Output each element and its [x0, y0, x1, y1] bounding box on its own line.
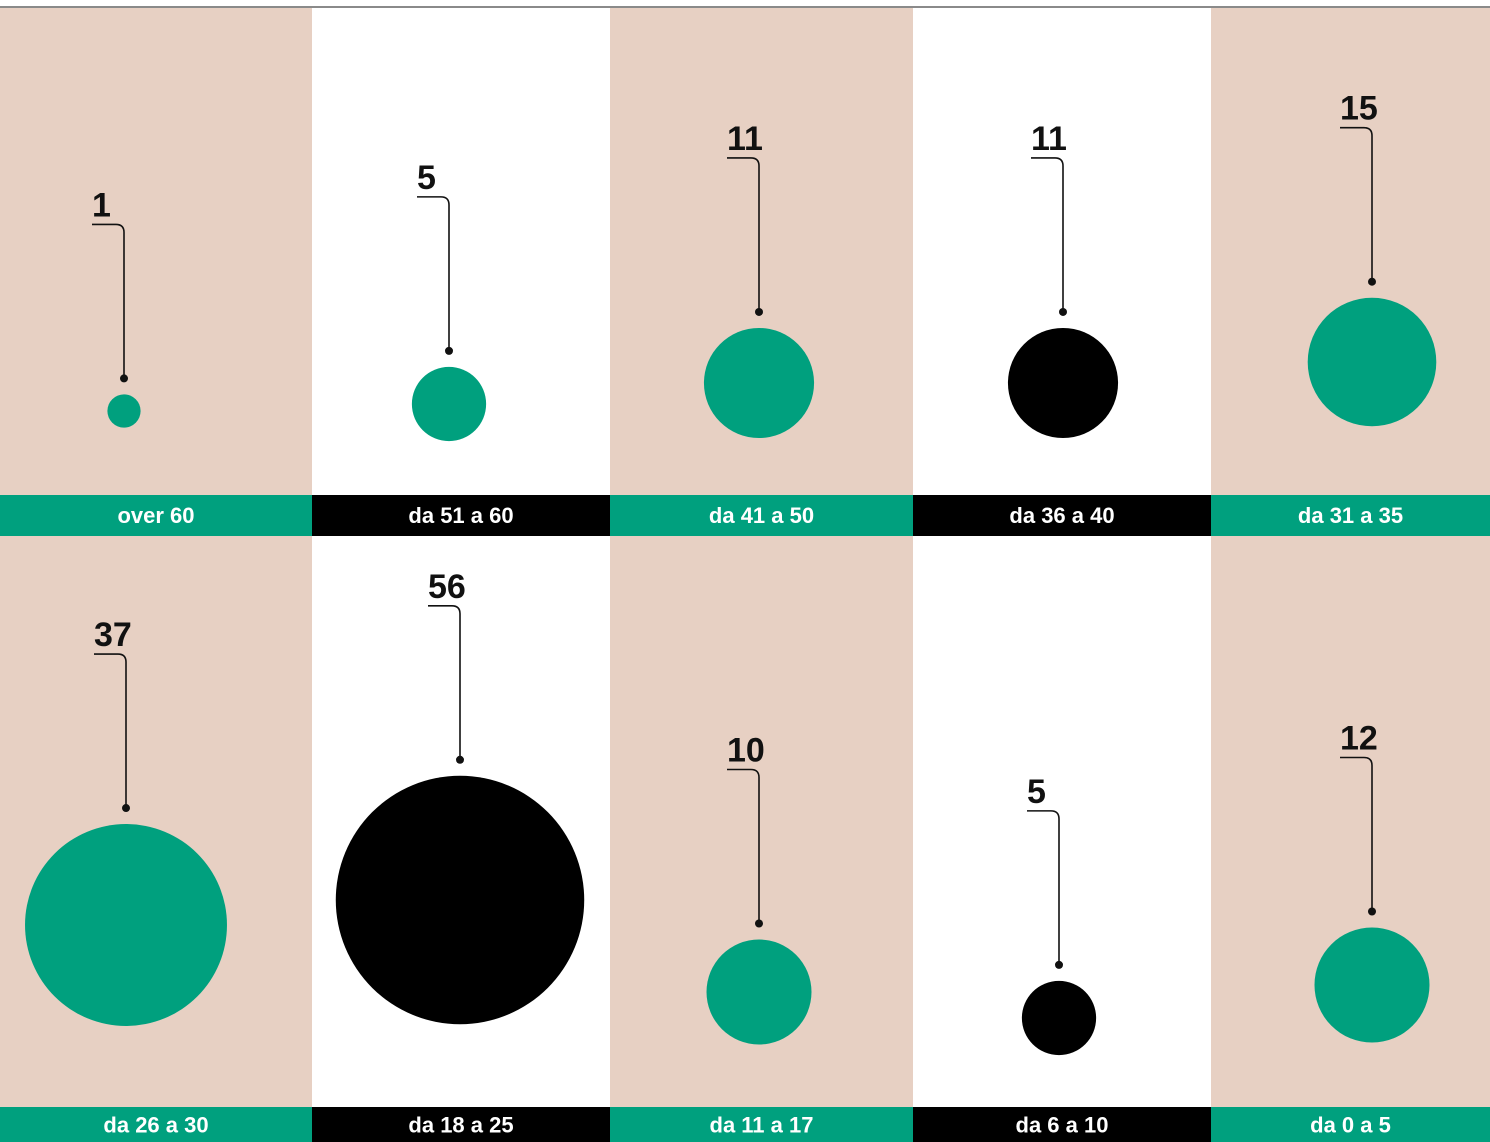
bubble-8: [706, 939, 812, 1045]
leader-dot: [122, 804, 130, 813]
value-label: 11: [727, 120, 763, 158]
bubble-9: [1021, 980, 1097, 1056]
leader-line: [417, 196, 450, 351]
value-label: 12: [1340, 719, 1378, 757]
value-label: 1: [92, 186, 111, 224]
value-label: 11: [1031, 120, 1067, 158]
panel-1: [0, 8, 312, 495]
bubble-10: [1314, 927, 1430, 1043]
leader-dot: [755, 919, 763, 928]
value-label: 37: [94, 616, 132, 654]
leader-line: [727, 768, 760, 924]
category-label: da 11 a 17: [710, 1113, 814, 1138]
leader-dot: [1368, 277, 1376, 286]
value-label: 10: [727, 732, 765, 770]
bubble-4: [1007, 327, 1119, 439]
bubble-6: [25, 824, 227, 1026]
category-bar-10: [1211, 1107, 1490, 1142]
value-label: 5: [1027, 773, 1046, 811]
category-label: da 36 a 40: [1009, 503, 1114, 528]
category-label: da 6 a 10: [1016, 1113, 1109, 1138]
category-bar-3: [610, 495, 913, 536]
category-label: over 60: [117, 503, 194, 528]
category-bar-5: [1211, 495, 1490, 536]
category-label: da 51 a 60: [408, 503, 513, 528]
bubble-7: [335, 775, 585, 1025]
bubble-2: [411, 366, 487, 442]
value-label: 5: [417, 159, 436, 197]
category-label: da 0 a 5: [1310, 1113, 1391, 1138]
category-bar-6: [0, 1107, 312, 1142]
bubble-1: [107, 394, 141, 428]
top-rule: [0, 6, 1490, 8]
leader-dot: [120, 374, 128, 383]
leader-line: [1027, 810, 1060, 965]
leader-dot: [1055, 960, 1063, 969]
bubble-3: [703, 327, 815, 439]
leader-dot: [1059, 307, 1067, 316]
category-label: da 18 a 25: [408, 1113, 513, 1138]
category-label: da 26 a 30: [103, 1113, 208, 1138]
value-label: 15: [1340, 90, 1378, 128]
category-label: da 41 a 50: [709, 503, 814, 528]
leader-line: [92, 223, 125, 379]
leader-dot: [445, 346, 453, 355]
category-label: da 31 a 35: [1298, 503, 1403, 528]
bubble-5: [1307, 297, 1437, 427]
leader-line: [428, 604, 461, 760]
leader-dot: [1368, 907, 1376, 916]
category-bar-9: [913, 1107, 1211, 1142]
leader-dot: [456, 755, 464, 764]
leader-line: [1340, 126, 1373, 282]
category-bar-2: [312, 495, 610, 536]
leader-line: [1031, 157, 1064, 312]
leader-dot: [755, 307, 763, 316]
leader-line: [94, 653, 127, 809]
category-bar-8: [610, 1107, 913, 1142]
category-bar-1: [0, 495, 312, 536]
leader-line: [1340, 756, 1373, 912]
leader-line: [727, 157, 760, 312]
value-label: 56: [428, 568, 466, 606]
category-bar-7: [312, 1107, 610, 1142]
category-bar-4: [913, 495, 1211, 536]
